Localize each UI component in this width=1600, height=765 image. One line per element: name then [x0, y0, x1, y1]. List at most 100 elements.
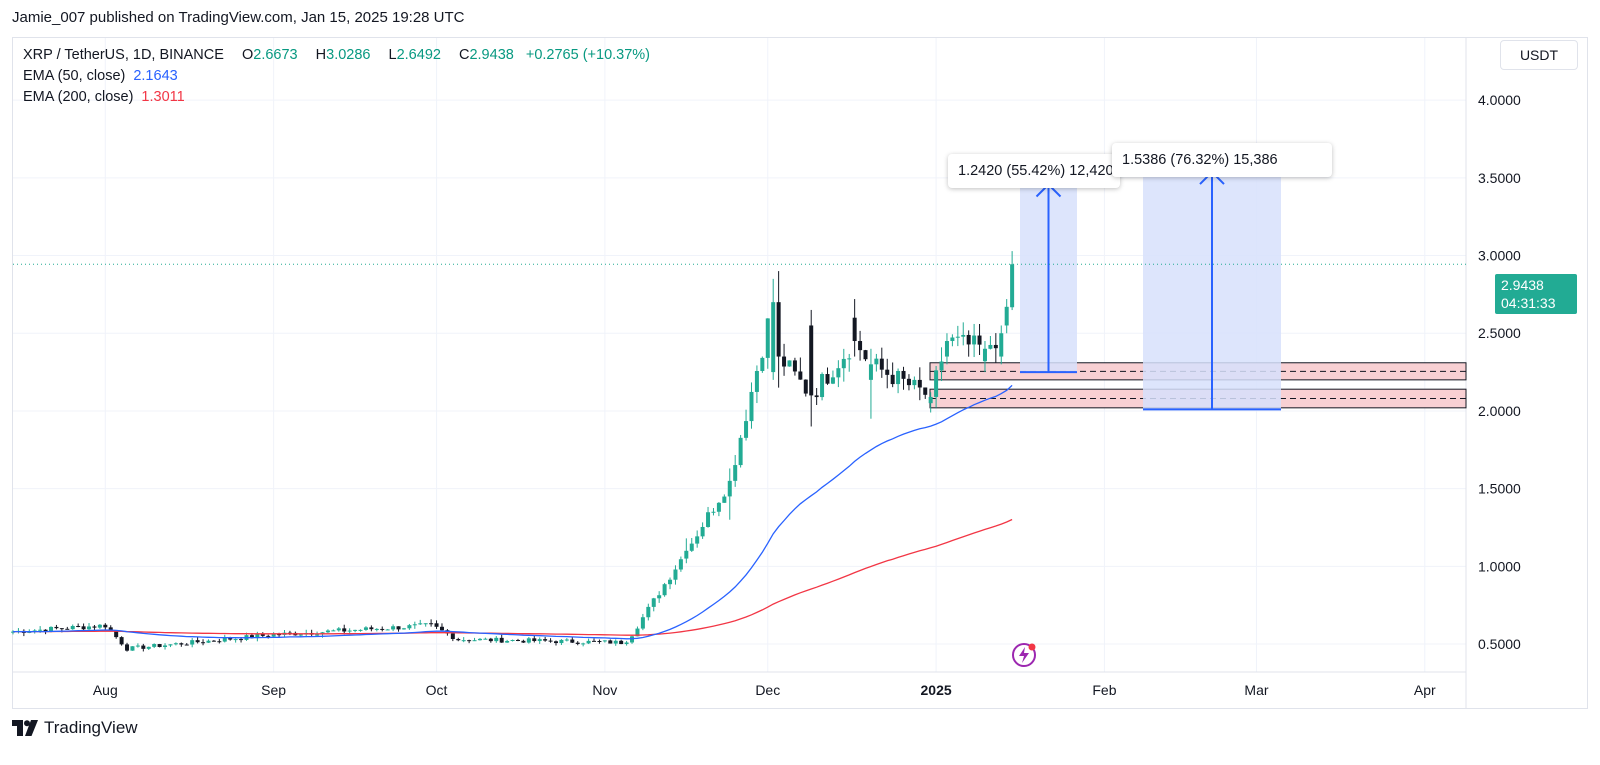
candle-body — [765, 318, 770, 358]
candle-body — [439, 626, 444, 631]
ema50-label[interactable]: EMA (50, close) — [23, 68, 126, 84]
candle-body — [385, 629, 390, 631]
y-tick-label: 3.5000 — [1478, 170, 1521, 186]
candle-body — [630, 636, 635, 643]
candle-body — [505, 640, 510, 643]
candle-body — [515, 639, 520, 641]
candle-body — [494, 637, 499, 642]
lightning-icon[interactable] — [1010, 641, 1038, 669]
candle-body — [543, 639, 548, 641]
low-value: 2.6492 — [396, 47, 441, 63]
x-tick-label: 2025 — [921, 682, 952, 698]
candle-body — [668, 579, 673, 585]
candle-body — [841, 358, 846, 369]
change-value: +0.2765 (+10.37%) — [525, 47, 651, 63]
candle-body — [472, 640, 477, 642]
tradingview-logo[interactable]: TradingView — [12, 718, 138, 738]
candle-body — [195, 640, 200, 643]
ema50-line — [13, 384, 1013, 640]
last-price-tag: 2.9438 04:31:33 — [1495, 274, 1577, 314]
candle-body — [211, 640, 216, 642]
candle-body — [836, 368, 841, 378]
high-value: 3.0286 — [326, 47, 371, 63]
candle-body — [684, 550, 689, 559]
candle-body — [912, 379, 917, 386]
y-tick-label: 3.0000 — [1478, 248, 1521, 264]
candle-body — [266, 635, 271, 637]
candle-body — [820, 374, 825, 398]
candle-body — [228, 638, 233, 640]
candle-body — [673, 569, 678, 580]
candle-body — [358, 629, 363, 631]
candle-body — [640, 617, 645, 629]
candle-body — [488, 638, 493, 642]
candle-body — [950, 337, 955, 342]
close-label: C — [458, 47, 470, 63]
candle-body — [87, 626, 92, 630]
candle-body — [651, 598, 656, 607]
candle-body — [65, 628, 70, 630]
range-callout-1[interactable]: 1.2420 (55.42%) 12,420 — [948, 154, 1120, 188]
candle-body — [999, 333, 1004, 357]
candle-body — [917, 379, 922, 388]
candle-body — [173, 643, 178, 645]
candle-body — [526, 638, 531, 643]
candle-body — [706, 512, 711, 527]
candle-body — [966, 334, 971, 345]
candle-body — [744, 421, 749, 438]
candle-body — [201, 642, 206, 644]
candle-body — [885, 369, 890, 375]
candle-body — [450, 633, 455, 640]
candle-body — [423, 623, 428, 625]
symbol-label[interactable]: XRP / TetherUS, 1D, BINANCE — [23, 47, 224, 63]
last-price-value: 2.9438 — [1501, 277, 1544, 293]
candle-body — [678, 559, 683, 570]
candle-body — [49, 626, 54, 632]
candle-body — [363, 627, 368, 630]
candle-body — [988, 344, 993, 349]
candle-body — [982, 348, 987, 362]
y-tick-label: 1.5000 — [1478, 481, 1521, 497]
candle-body — [54, 626, 59, 629]
candle-body — [624, 642, 629, 645]
candle-body — [695, 536, 700, 544]
candle-body — [168, 644, 173, 646]
candle-body — [586, 640, 591, 644]
ema200-label[interactable]: EMA (200, close) — [23, 89, 134, 105]
x-tick-label: Dec — [755, 682, 780, 698]
currency-button[interactable]: USDT — [1500, 40, 1578, 70]
candle-body — [792, 360, 797, 372]
candle-body — [206, 640, 211, 643]
candle-body — [733, 465, 738, 481]
candle-body — [499, 637, 504, 643]
candle-body — [879, 358, 884, 370]
candle-body — [391, 626, 396, 630]
candle-body — [467, 640, 472, 642]
range-callout-2[interactable]: 1.5386 (76.32%) 15,386 — [1112, 143, 1332, 177]
candle-body — [711, 511, 716, 513]
chart-frame[interactable] — [12, 37, 1588, 709]
candle-body — [554, 641, 558, 644]
candle-body — [141, 645, 146, 649]
tradingview-logo-icon — [12, 720, 38, 736]
candle-body — [847, 358, 852, 360]
candle-body — [858, 341, 863, 351]
candle-body — [814, 395, 819, 398]
candle-body — [613, 640, 618, 644]
candle-body — [152, 644, 157, 647]
candle-body — [429, 623, 434, 625]
candle-body — [760, 357, 765, 371]
x-tick-label: Sep — [261, 682, 286, 698]
high-label: H — [315, 47, 327, 63]
candle-body — [347, 630, 352, 632]
candle-body — [260, 634, 265, 636]
candle-body — [564, 639, 569, 641]
candle-body — [81, 626, 86, 630]
candle-body — [972, 335, 977, 345]
candle-body — [1010, 264, 1015, 308]
candle-body — [233, 639, 238, 641]
ema200-value: 1.3011 — [141, 89, 185, 105]
candle-body — [456, 639, 461, 641]
candle-body — [315, 634, 320, 636]
